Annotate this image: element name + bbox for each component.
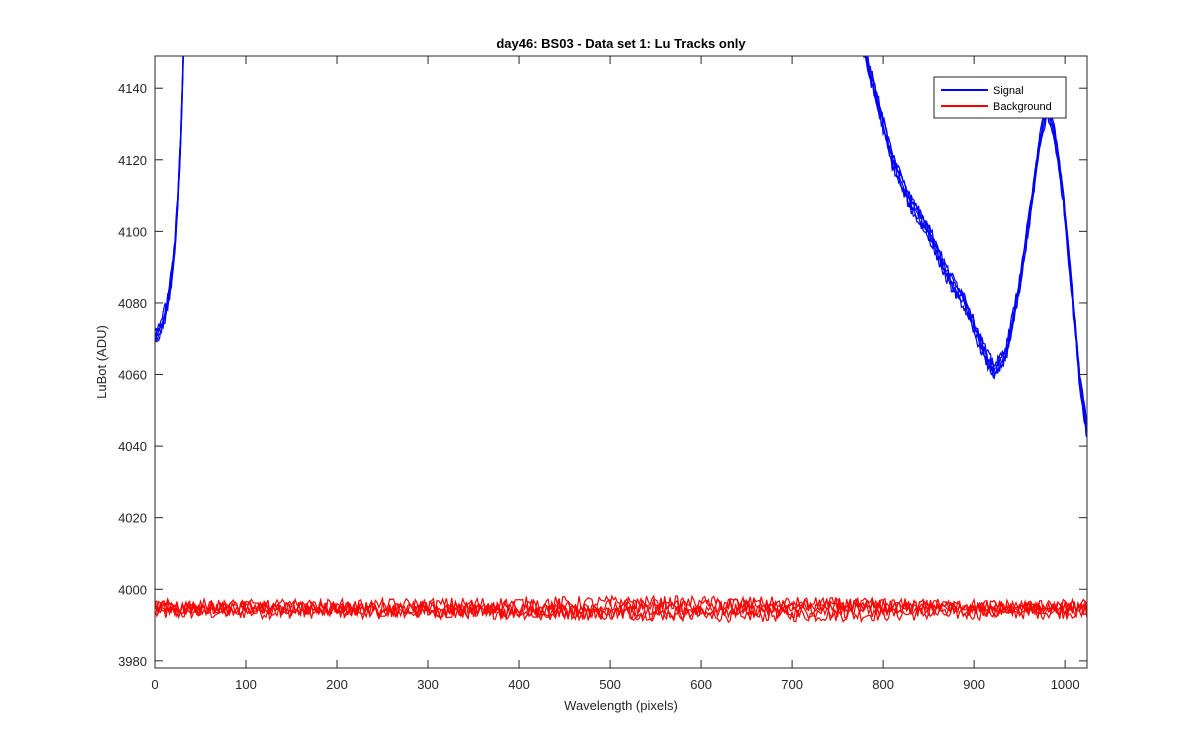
y-tick-label: 4000 <box>118 582 147 597</box>
x-tick-label: 900 <box>963 677 985 692</box>
legend-label-background: Background <box>993 101 1052 113</box>
x-tick-label: 700 <box>781 677 803 692</box>
tick-layer: 0 100 200 300 400 500 600 700 800 900 1000 3980 4000… <box>118 56 1087 692</box>
series-line-signal <box>155 56 184 333</box>
legend[interactable]: Signal Background <box>933 76 1067 119</box>
x-tick-label: 0 <box>151 677 158 692</box>
x-tick-label: 200 <box>326 677 348 692</box>
y-tick-label: 4020 <box>118 511 147 526</box>
x-tick-label: 300 <box>417 677 439 692</box>
x-tick-label: 1000 <box>1051 677 1080 692</box>
y-tick-label: 4060 <box>118 368 147 383</box>
axes-box <box>154 55 1088 669</box>
chart-title: day46: BS03 - Data set 1: Lu Tracks only <box>496 36 746 51</box>
x-tick-label: 800 <box>872 677 894 692</box>
plot-area <box>155 56 1087 668</box>
y-tick-label: 4120 <box>118 153 147 168</box>
y-tick-label: 4040 <box>118 439 147 454</box>
y-tick-label: 3980 <box>118 654 147 669</box>
x-tick-label: 100 <box>235 677 257 692</box>
legend-box <box>933 76 1067 119</box>
y-tick-label: 4140 <box>118 81 147 96</box>
y-axis-title: LuBot (ADU) <box>94 325 109 399</box>
series-line-background <box>155 594 1087 615</box>
y-tick-label: 4080 <box>118 296 147 311</box>
x-axis-title: Wavelength (pixels) <box>564 698 678 713</box>
x-tick-label: 400 <box>508 677 530 692</box>
x-tick-label: 600 <box>690 677 712 692</box>
x-tick-label: 500 <box>599 677 621 692</box>
y-tick-label: 4100 <box>118 224 147 239</box>
legend-label-signal: Signal <box>993 85 1024 97</box>
